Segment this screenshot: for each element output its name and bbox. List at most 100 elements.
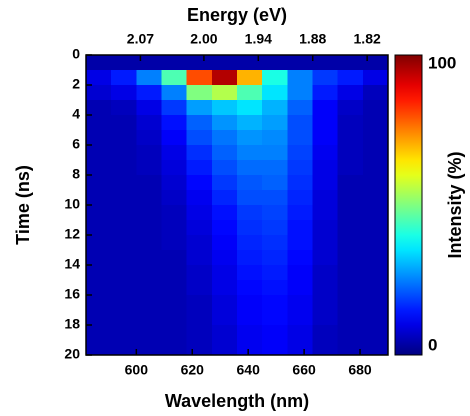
x2-tick-label: 2.00 [190, 31, 217, 47]
heatmap-cell [161, 295, 188, 311]
heatmap-cell [287, 160, 313, 176]
heatmap-cell [287, 280, 313, 296]
heatmap-cell [186, 55, 213, 71]
heatmap-cell [211, 235, 238, 251]
heatmap-cell [312, 85, 339, 101]
heatmap-cell [337, 115, 364, 131]
heatmap-cell [186, 220, 213, 236]
y-tick-label: 2 [72, 76, 80, 92]
heatmap-cell [111, 310, 137, 326]
heatmap-cell [186, 115, 213, 131]
heatmap-cell [86, 115, 112, 131]
heatmap-cell [111, 340, 137, 356]
heatmap-cell [262, 295, 288, 311]
heatmap-cell [211, 85, 238, 101]
heatmap-cell [312, 115, 339, 131]
heatmap-cell [86, 145, 112, 161]
heatmap-cell [312, 130, 339, 146]
heatmap-cell [211, 190, 238, 206]
x2-tick-label: 1.94 [245, 31, 272, 47]
heatmap-cell [211, 310, 238, 326]
heatmap-cell [136, 115, 162, 131]
y-tick-label: 18 [64, 316, 80, 332]
heatmap-cell [86, 55, 112, 71]
heatmap-cell [362, 325, 389, 341]
heatmap-cell [86, 160, 112, 176]
heatmap-cell [86, 220, 112, 236]
heatmap-cell [237, 130, 263, 146]
heatmap-cell [262, 205, 288, 221]
heatmap-cell [262, 310, 288, 326]
heatmap-cell [262, 190, 288, 206]
heatmap-cell [211, 265, 238, 281]
heatmap-cell [312, 175, 339, 191]
x-tick-label: 680 [348, 362, 372, 378]
x2-tick-label: 1.88 [299, 31, 326, 47]
heatmap-cell [237, 190, 263, 206]
heatmap-cell [237, 280, 263, 296]
heatmap-cell [287, 250, 313, 266]
heatmap-cell [312, 190, 339, 206]
heatmap-cell [186, 295, 213, 311]
heatmap-cell [161, 235, 188, 251]
heatmap-cell [262, 55, 288, 71]
heatmap-cell [186, 85, 213, 101]
heatmap-cell [237, 175, 263, 191]
heatmap-cell [262, 235, 288, 251]
heatmap-cell [337, 250, 364, 266]
heatmap-cell [111, 160, 137, 176]
y-tick-label: 8 [72, 166, 80, 182]
heatmap-cell [136, 190, 162, 206]
heatmap-cell [312, 55, 339, 71]
heatmap-cell [136, 235, 162, 251]
heatmap-cell [186, 190, 213, 206]
heatmap-cell [312, 145, 339, 161]
heatmap-cell [287, 205, 313, 221]
heatmap-cell [337, 220, 364, 236]
heatmap-cell [161, 205, 188, 221]
heatmap-cell [136, 265, 162, 281]
heatmap-cell [362, 190, 389, 206]
heatmap-cell [312, 310, 339, 326]
heatmap-cell [287, 220, 313, 236]
colorbar-title: Intensity (%) [445, 151, 465, 258]
heatmap-cell [312, 235, 339, 251]
heatmap-cell [237, 310, 263, 326]
heatmap-cell [86, 250, 112, 266]
heatmap-cell [312, 340, 339, 356]
heatmap-cell [211, 280, 238, 296]
y-tick-label: 10 [64, 196, 80, 212]
heatmap-cell [287, 265, 313, 281]
heatmap-cell [86, 100, 112, 116]
heatmap-cell [337, 325, 364, 341]
heatmap-cell [362, 55, 389, 71]
heatmap-cell [136, 130, 162, 146]
x-tick-label: 640 [237, 362, 261, 378]
heatmap-cell [136, 295, 162, 311]
heatmap-cell [237, 115, 263, 131]
heatmap-cell [362, 250, 389, 266]
heatmap-cell [362, 295, 389, 311]
heatmap-cell [237, 85, 263, 101]
heatmap-cell [186, 325, 213, 341]
heatmap-cell [86, 310, 112, 326]
heatmap-cell [86, 130, 112, 146]
heatmap-cell [136, 175, 162, 191]
x-tick-label: 660 [292, 362, 316, 378]
heatmap-cell [262, 130, 288, 146]
heatmap-cell [111, 205, 137, 221]
heatmap-cell [287, 295, 313, 311]
heatmap-cell [237, 145, 263, 161]
heatmap-cell [237, 205, 263, 221]
heatmap-cell [161, 280, 188, 296]
y-tick-label: 12 [64, 226, 80, 242]
heatmap-cell [161, 220, 188, 236]
heatmap-cell [287, 190, 313, 206]
heatmap-cell [161, 70, 188, 86]
colorbar-tick-label: 100 [428, 53, 456, 72]
heatmap-cell [211, 250, 238, 266]
heatmap-cell [287, 100, 313, 116]
heatmap-cell [186, 175, 213, 191]
heatmap-cell [237, 250, 263, 266]
heatmap-cell [86, 325, 112, 341]
